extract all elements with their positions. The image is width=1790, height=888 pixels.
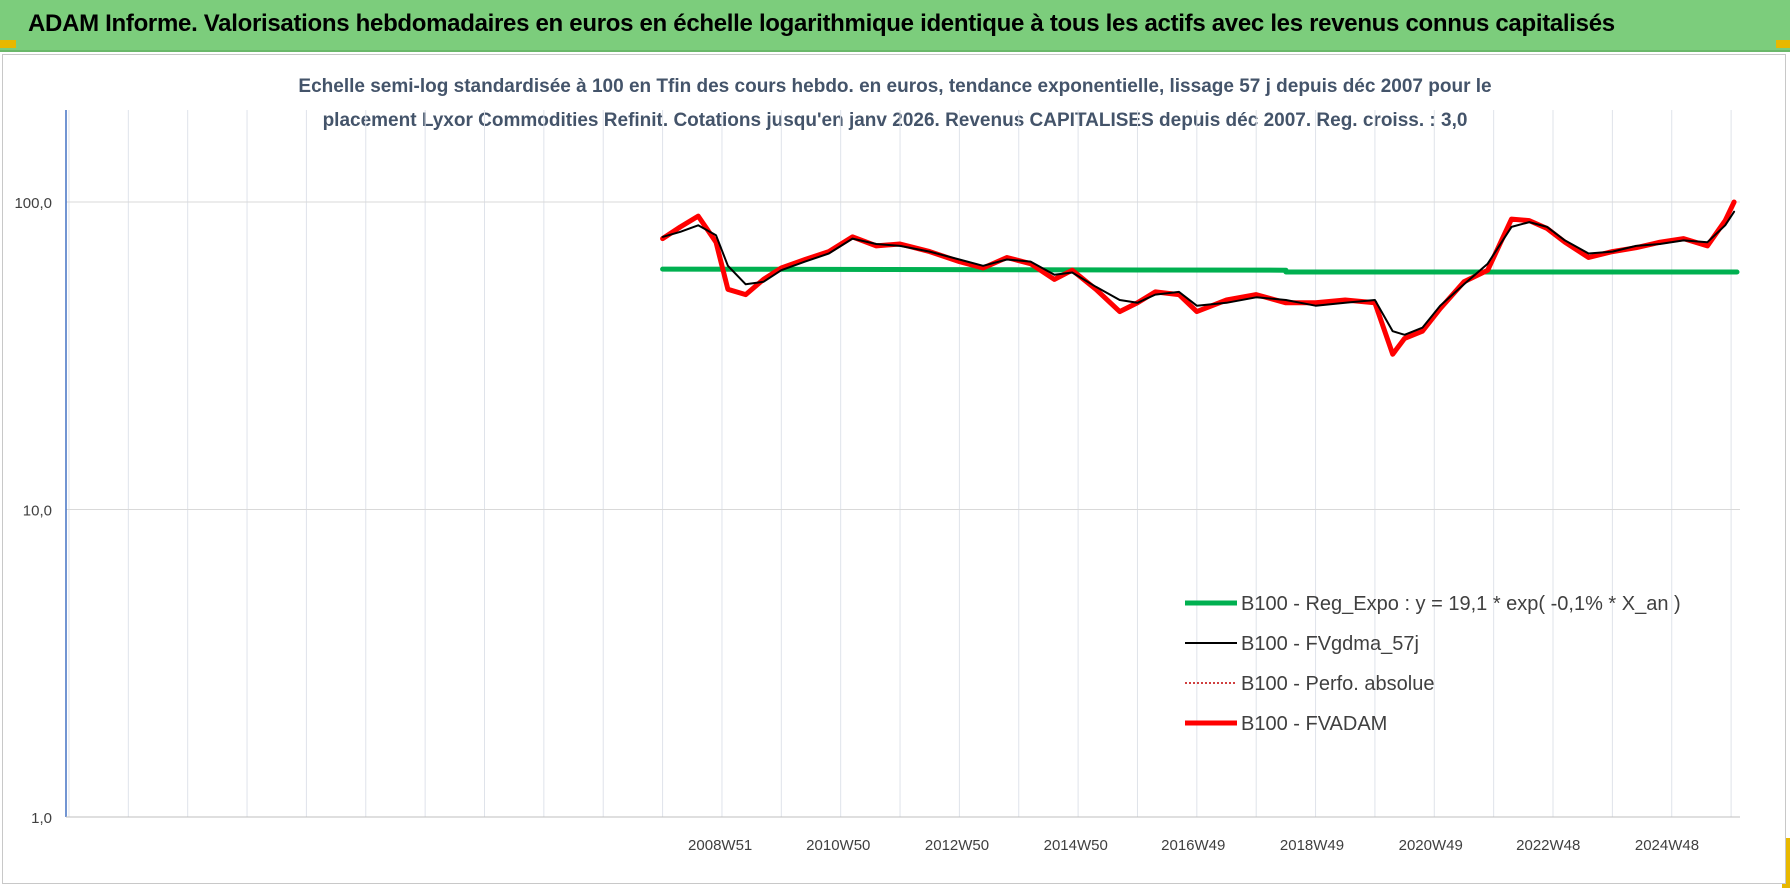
x-tick-label: 2024W48: [1635, 837, 1699, 854]
x-tick-label: 2018W49: [1280, 837, 1344, 854]
corner-marker-top-left: [0, 40, 16, 48]
series-line-fvadam: [660, 199, 1737, 357]
y-tick-label: 1,0: [31, 810, 52, 827]
corner-marker-top-right: [1776, 40, 1790, 48]
x-tick-label: 2010W50: [806, 837, 870, 854]
series-line-reg: [660, 266, 1740, 275]
x-tick-label: 2020W49: [1399, 837, 1463, 854]
x-tick-label: 2008W51: [688, 837, 752, 854]
y-tick-label: 10,0: [23, 503, 52, 520]
x-tick-label: 2014W50: [1044, 837, 1108, 854]
report-banner: ADAM Informe. Valorisations hebdomadaire…: [0, 0, 1790, 52]
x-tick-label: 2022W48: [1516, 837, 1580, 854]
chart-title-line-1: Echelle semi-log standardisée à 100 en T…: [298, 76, 1492, 97]
series-line-perfo: [661, 201, 1735, 355]
series-line-fvgdma: [661, 210, 1736, 336]
report-title: ADAM Informe. Valorisations hebdomadaire…: [28, 10, 1615, 37]
corner-marker-bottom-right: [1782, 838, 1790, 888]
legend-label-reg: B100 - Reg_Expo : y = 19,1 * exp( -0,1% …: [1241, 593, 1681, 615]
legend-label-perfo: B100 - Perfo. absolue: [1241, 673, 1434, 695]
legend-label-fvadam: B100 - FVADAM: [1241, 713, 1387, 735]
chart-title-line-2: placement Lyxor Commodities Refinit. Cot…: [322, 110, 1468, 131]
x-tick-label: 2016W49: [1161, 837, 1225, 854]
x-tick-label: 2012W50: [925, 837, 989, 854]
legend-label-fvgdma: B100 - FVgdma_57j: [1241, 633, 1419, 655]
chart-frame: [2, 54, 1786, 884]
y-tick-label: 100,0: [14, 195, 52, 212]
